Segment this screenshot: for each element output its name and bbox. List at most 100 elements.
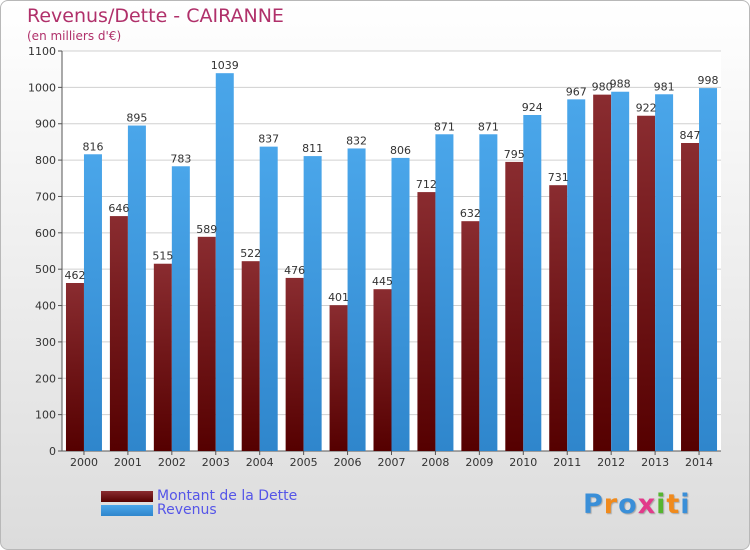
legend-swatch-dette: [101, 490, 153, 502]
data-label-revenus: 783: [170, 152, 191, 165]
data-label-revenus: 988: [610, 78, 631, 91]
data-label-dette: 401: [328, 291, 349, 304]
bar-revenus: [391, 157, 410, 451]
data-label-revenus: 832: [346, 134, 367, 147]
data-label-revenus: 981: [654, 80, 675, 93]
data-label-dette: 632: [460, 207, 481, 220]
bar-revenus: [479, 134, 498, 452]
legend-label-revenus: Revenus: [157, 502, 217, 518]
x-tick-label: 2005: [290, 456, 318, 469]
x-tick-label: 2004: [246, 456, 274, 469]
logo-letter: r: [603, 489, 619, 520]
data-label-dette: 795: [504, 148, 525, 161]
data-label-revenus: 816: [82, 140, 103, 153]
logo-letter: o: [618, 489, 638, 520]
data-label-revenus: 967: [566, 85, 587, 98]
logo-letter: P: [583, 489, 604, 520]
bar-revenus: [83, 154, 102, 452]
y-tick-label: 500: [35, 263, 56, 276]
y-tick-label: 600: [35, 227, 56, 240]
x-tick-label: 2001: [114, 456, 142, 469]
x-tick-label: 2012: [597, 456, 625, 469]
y-tick-label: 900: [35, 118, 56, 131]
logo-letter: i: [656, 489, 667, 520]
legend-item-dette: Montant de la Dette: [101, 488, 297, 504]
data-label-revenus: 837: [258, 133, 279, 146]
data-label-revenus: 806: [390, 144, 411, 157]
bar-revenus: [303, 156, 322, 451]
x-tick-label: 2011: [553, 456, 581, 469]
legend-swatch-revenus: [101, 504, 153, 516]
x-tick-label: 2009: [465, 456, 493, 469]
bar-dette: [241, 261, 260, 451]
bar-dette: [549, 185, 568, 451]
bar-dette: [373, 289, 392, 451]
data-label-revenus: 1039: [211, 59, 239, 72]
y-tick-label: 200: [35, 372, 56, 385]
data-label-revenus: 871: [478, 120, 499, 133]
y-tick-label: 100: [35, 409, 56, 422]
bar-revenus: [655, 94, 674, 451]
bar-revenus: [171, 166, 190, 452]
bar-dette: [637, 115, 656, 452]
x-tick-label: 2007: [378, 456, 406, 469]
bar-revenus: [347, 148, 366, 452]
data-label-dette: 980: [592, 81, 613, 94]
data-label-revenus: 811: [302, 142, 323, 155]
data-label-revenus: 924: [522, 101, 543, 114]
chart-subtitle: (en milliers d'€): [27, 29, 122, 43]
y-tick-label: 700: [35, 190, 56, 203]
bar-dette: [505, 161, 524, 451]
x-tick-label: 2010: [509, 456, 537, 469]
y-tick-label: 1000: [28, 81, 56, 94]
bar-revenus: [259, 146, 278, 452]
data-label-dette: 646: [108, 202, 129, 215]
data-label-dette: 515: [152, 250, 173, 263]
y-tick-label: 1100: [28, 45, 56, 58]
x-tick-label: 2006: [334, 456, 362, 469]
data-label-revenus: 895: [126, 112, 147, 125]
data-label-dette: 522: [240, 247, 261, 260]
bar-revenus: [435, 134, 454, 452]
bar-revenus: [699, 88, 718, 451]
chart-title: Revenus/Dette - CAIRANNE: [27, 5, 284, 27]
logo-letter: t: [666, 489, 681, 520]
bar-revenus: [523, 115, 542, 451]
bar-dette: [285, 277, 304, 451]
y-tick-label: 300: [35, 336, 56, 349]
bar-dette: [65, 283, 84, 451]
y-tick-label: 400: [35, 300, 56, 313]
data-label-dette: 589: [196, 223, 217, 236]
legend-label-dette: Montant de la Dette: [157, 488, 298, 504]
data-label-dette: 922: [636, 102, 657, 115]
bar-revenus: [611, 91, 630, 452]
data-label-revenus: 871: [434, 120, 455, 133]
logo-letter: i: [680, 489, 691, 520]
x-tick-label: 2013: [641, 456, 669, 469]
bar-dette: [593, 94, 612, 452]
x-tick-label: 2003: [202, 456, 230, 469]
logo-letter: x: [637, 489, 657, 520]
bar-dette: [329, 305, 348, 451]
legend-item-revenus: Revenus: [101, 502, 217, 518]
data-label-dette: 462: [64, 269, 85, 282]
bar-revenus: [567, 99, 586, 451]
x-tick-label: 2008: [421, 456, 449, 469]
bar-dette: [417, 192, 436, 451]
data-label-dette: 731: [548, 171, 569, 184]
bar-revenus: [215, 73, 234, 451]
data-label-dette: 847: [680, 129, 701, 142]
y-tick-label: 0: [49, 445, 56, 458]
x-tick-label: 2014: [685, 456, 713, 469]
data-label-dette: 476: [284, 264, 305, 277]
data-label-revenus: 998: [698, 74, 719, 87]
y-tick-label: 800: [35, 154, 56, 167]
bar-dette: [197, 236, 216, 451]
bar-dette: [681, 143, 700, 451]
data-label-dette: 712: [416, 178, 437, 191]
bar-dette: [153, 263, 172, 451]
bar-dette: [461, 221, 480, 451]
x-tick-label: 2002: [158, 456, 186, 469]
